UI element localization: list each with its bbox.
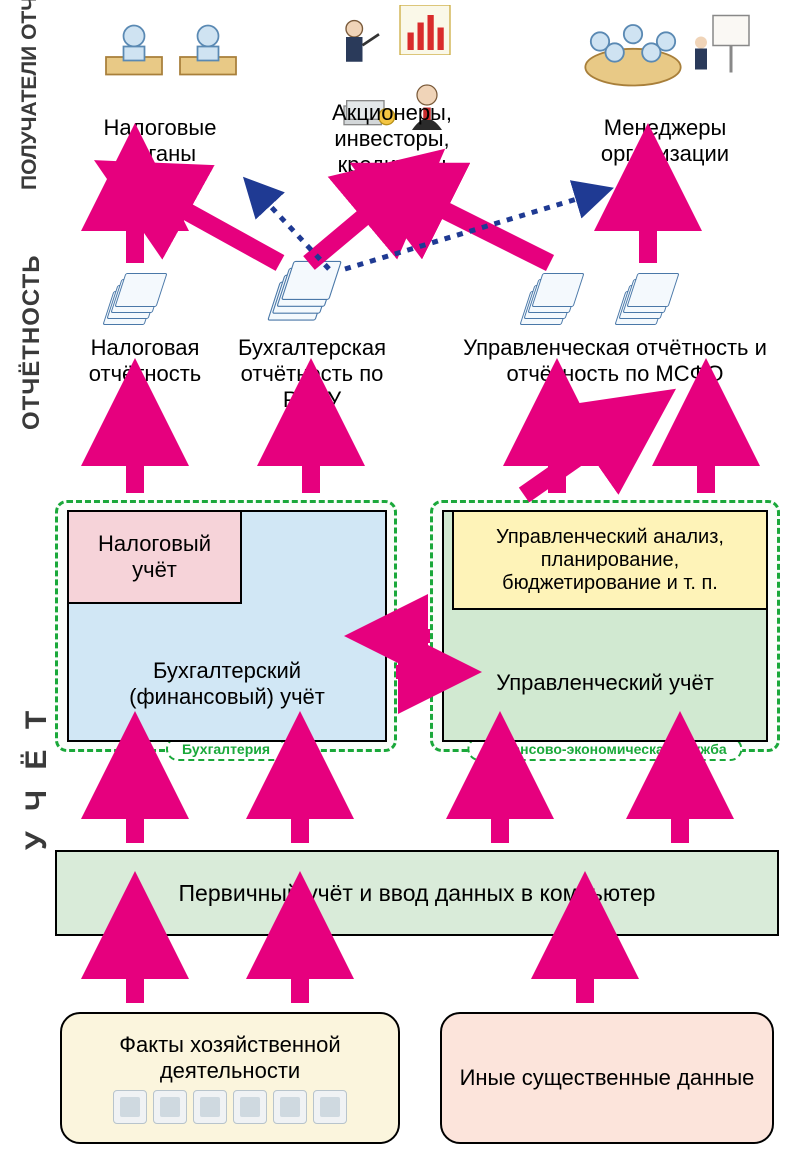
ops-icon <box>273 1090 307 1124</box>
side-label-reporting: ОТЧЁТНОСТЬ <box>18 254 46 430</box>
recipient-managers-icons <box>555 10 775 95</box>
report-tax-text: Налоговая отчётность <box>89 335 202 386</box>
box-other-data-text: Иные существенные данные <box>460 1065 755 1091</box>
doc-stack-mgmt-1 <box>525 273 585 328</box>
ops-icon <box>153 1090 187 1124</box>
recipient-managers-text: Менеджеры организации <box>601 115 729 166</box>
box-other-data: Иные существенные данные <box>440 1012 774 1144</box>
recipient-tax-label: Налоговые органы <box>70 115 250 167</box>
recipient-tax-text: Налоговые органы <box>104 115 217 166</box>
box-primary-entry-text: Первичный учёт и ввод данных в компьютер <box>179 880 656 907</box>
diagram-canvas: ПОЛУЧАТЕЛИ ОТЧЁТНОСТИ ОТЧЁТНОСТЬ У Ч Ё Т… <box>0 0 806 1158</box>
side-label-accounting: У Ч Ё Т <box>20 705 54 850</box>
report-mgmt-text: Управленческая отчётность и отчётность п… <box>463 335 767 386</box>
box-financial-accounting-text: Бухгалтерский (финансовый) учёт <box>107 658 347 710</box>
box-management-accounting-text: Управленческий учёт <box>496 670 714 696</box>
box-management-analysis-text: Управленческий анализ, планирование, бюд… <box>464 526 756 595</box>
bar-chart-icon <box>395 5 455 55</box>
side-label-recipients-text: ПОЛУЧАТЕЛИ ОТЧЁТНОСТИ <box>18 0 41 190</box>
box-management-analysis: Управленческий анализ, планирование, бюд… <box>452 510 768 610</box>
desk-icon <box>173 15 243 85</box>
desk-icon <box>99 15 169 85</box>
report-accounting-label: Бухгалтерская отчётность по РСБУ <box>222 335 402 413</box>
report-mgmt-label: Управленческая отчётность и отчётность п… <box>450 335 780 387</box>
dept-financial-text: Финансово-экономическая служба <box>483 741 726 757</box>
side-label-recipients: ПОЛУЧАТЕЛИ ОТЧЁТНОСТИ <box>18 0 42 190</box>
presenter-board-icon <box>692 10 752 90</box>
meeting-table-icon <box>578 15 688 90</box>
box-facts: Факты хозяйственной деятельности <box>60 1012 400 1144</box>
box-primary-entry: Первичный учёт и ввод данных в компьютер <box>55 850 779 936</box>
ops-icon <box>233 1090 267 1124</box>
doc-stack-tax <box>108 273 168 328</box>
ops-icon <box>113 1090 147 1124</box>
presenter-icon <box>335 5 390 80</box>
side-label-accounting-text: У Ч Ё Т <box>20 705 53 850</box>
doc-stack-mgmt-2 <box>620 273 680 328</box>
recipient-managers-label: Менеджеры организации <box>575 115 755 167</box>
recipient-shareholders-label: Акционеры, инвесторы, кредиторы <box>292 100 492 178</box>
facts-icon-row <box>113 1090 347 1124</box>
dept-accounting-text: Бухгалтерия <box>182 741 270 757</box>
box-tax-accounting-text: Налоговый учёт <box>79 531 230 583</box>
box-tax-accounting: Налоговый учёт <box>67 510 242 604</box>
ops-icon <box>313 1090 347 1124</box>
ops-icon <box>193 1090 227 1124</box>
report-accounting-text: Бухгалтерская отчётность по РСБУ <box>238 335 386 412</box>
recipient-tax-icons <box>86 15 256 90</box>
side-label-reporting-text: ОТЧЁТНОСТЬ <box>18 254 45 430</box>
recipient-shareholders-text: Акционеры, инвесторы, кредиторы <box>332 100 452 177</box>
report-tax-label: Налоговая отчётность <box>65 335 225 387</box>
box-facts-text: Факты хозяйственной деятельности <box>72 1032 388 1084</box>
doc-stack-accounting <box>274 261 343 324</box>
